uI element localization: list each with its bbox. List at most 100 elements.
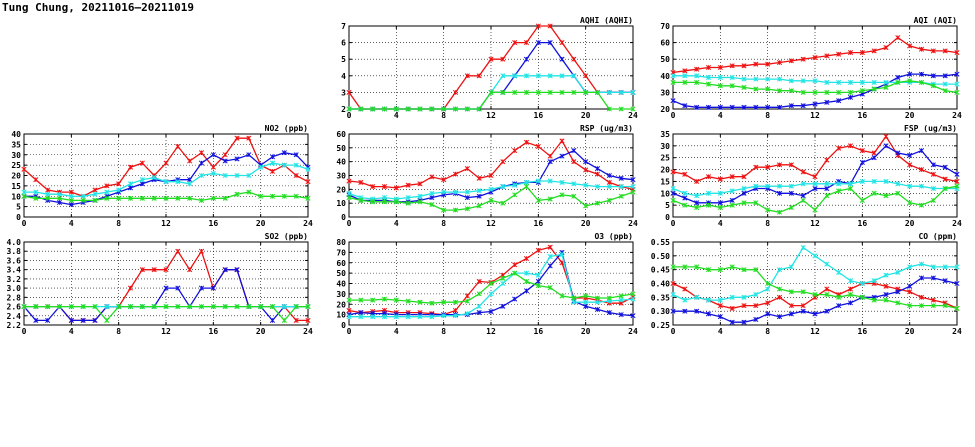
x-tick-label: 4 [69,327,74,336]
data-point [729,294,735,300]
data-point [583,203,589,209]
data-point [523,278,530,284]
data-point [594,184,601,190]
data-point [198,285,205,291]
data-point [800,181,806,187]
data-point [512,73,518,79]
data-point [705,202,712,208]
data-point [104,189,110,195]
y-tick-label: 30 [336,290,346,299]
data-point [488,186,494,192]
data-point [417,193,423,199]
data-point [305,195,311,201]
data-point [871,150,877,156]
data-point [358,297,364,303]
data-point [187,304,193,310]
y-tick-label: 20 [660,105,670,114]
data-point [45,304,51,310]
data-point [583,73,589,79]
y-tick-label: 5 [16,203,21,212]
data-point [127,285,134,291]
x-tick-label: 24 [952,219,962,228]
data-point [571,89,577,95]
data-point [694,204,700,211]
data-point [606,106,612,112]
data-point [918,46,925,52]
data-point [476,193,482,199]
data-point [127,195,134,201]
data-point [741,174,747,180]
data-point [583,159,589,165]
data-point [883,133,889,139]
x-tick-label: 20 [256,219,266,228]
x-tick-label: 0 [671,327,676,336]
data-point [682,195,688,201]
data-point [210,152,216,158]
data-point [281,162,287,168]
x-tick-label: 4 [69,219,74,228]
y-tick-label: 3.6 [7,256,22,265]
data-point [705,190,712,196]
series-cyan [670,73,960,87]
y-tick-label: 10 [11,192,21,201]
data-point [393,297,399,303]
data-point [606,184,612,190]
data-point [918,71,925,77]
data-point [800,103,806,109]
data-point [535,89,541,95]
data-point [883,297,889,303]
data-point [682,68,688,74]
y-tick-label: 50 [660,55,670,64]
data-point [753,303,759,309]
data-point [930,297,936,303]
data-point [776,76,783,82]
data-point [305,304,311,310]
data-point [895,79,901,85]
data-point [930,48,936,54]
data-point [847,278,854,284]
data-point [269,154,276,160]
data-point [80,317,86,323]
y-tick-label: 2.6 [7,303,22,312]
data-point [535,73,541,79]
data-point [56,191,63,197]
data-point [571,295,577,301]
data-point [705,297,712,303]
data-point [476,203,482,209]
series-green [346,89,636,112]
data-point [705,74,712,81]
data-point [871,86,877,92]
data-point [670,308,676,314]
data-point [56,199,63,206]
y-tick-label: 10 [336,199,346,208]
x-tick-label: 4 [718,219,723,228]
y-tick-label: 3 [341,88,346,97]
data-point [139,160,145,166]
data-point [163,160,169,166]
data-point [800,197,806,203]
data-point [571,193,577,199]
x-tick-label: 16 [209,219,219,228]
data-point [705,104,712,110]
data-point [381,199,388,205]
x-tick-label: 20 [905,219,915,228]
data-point [883,84,889,90]
data-point [175,248,181,254]
x-tick-label: 16 [858,111,868,120]
data-point [488,197,494,203]
series-cyan [670,244,960,303]
data-point [895,289,901,295]
y-tick-label: 25 [11,161,21,170]
data-point [583,293,589,299]
data-point [441,313,447,319]
data-point [559,192,565,198]
data-point [583,303,589,309]
data-point [670,292,676,298]
data-point [68,193,74,199]
x-tick-label: 16 [858,219,868,228]
data-point [346,307,352,314]
data-point [630,296,636,302]
data-point [594,171,601,177]
data-point [417,181,423,187]
data-point [210,170,216,176]
